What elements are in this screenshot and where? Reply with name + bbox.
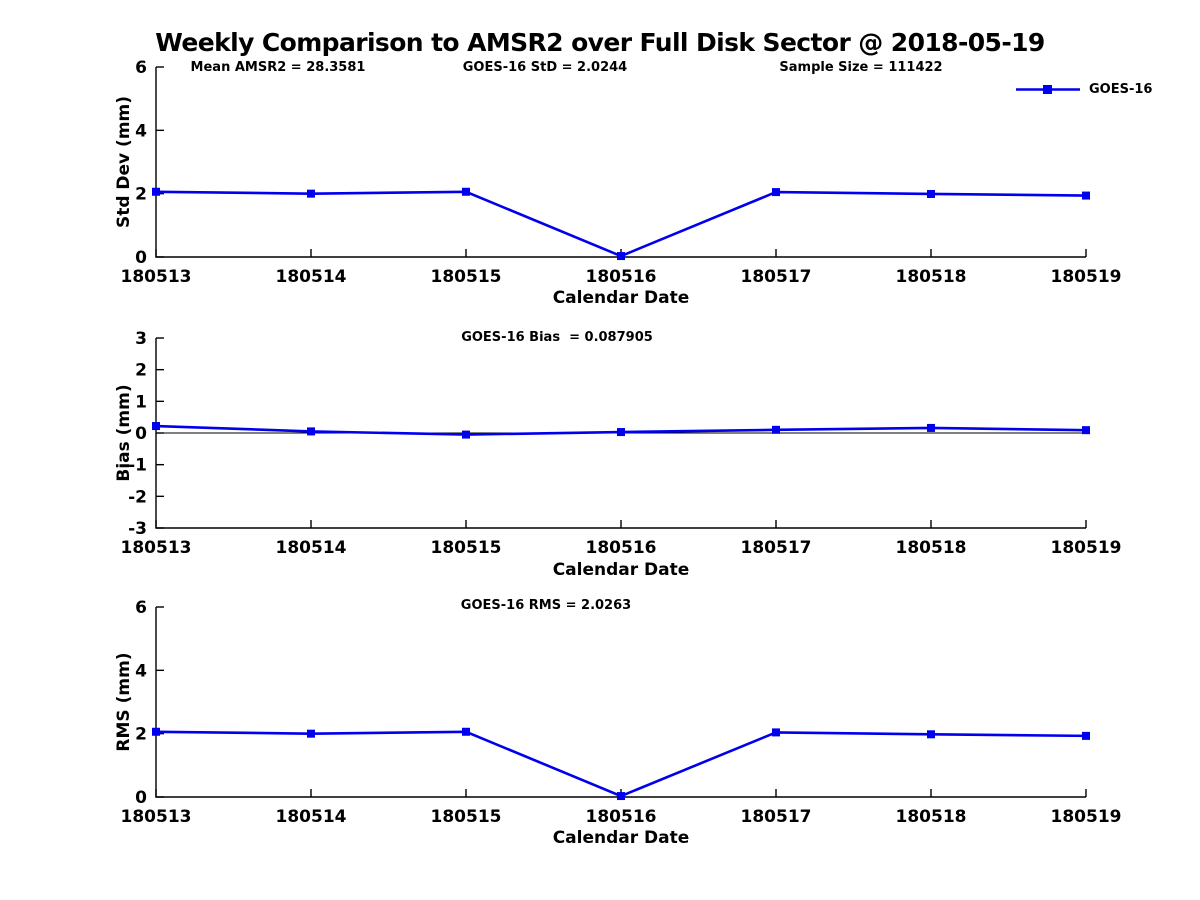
x-tick-label: 180518 — [896, 538, 967, 558]
data-marker — [1082, 191, 1090, 200]
x-tick-label: 180519 — [1051, 267, 1122, 287]
subplot-2: -3 -2 -1 0 1 2 3 180513 180514 180515 180516 180517… — [121, 329, 1122, 558]
y-tick-label: 2 — [135, 361, 147, 381]
data-marker — [927, 189, 935, 198]
x-tick-label: 180517 — [741, 267, 812, 287]
y-tick-label: 4 — [135, 661, 147, 681]
stat-mean-amsr2: Mean AMSR2 = 28.3581 — [190, 60, 366, 75]
y-tick-label: 6 — [135, 58, 147, 78]
subplot2-xlabel: Calendar Date — [552, 560, 690, 580]
data-marker — [927, 730, 935, 739]
data-marker — [462, 187, 470, 196]
y-tick-label: 2 — [135, 725, 147, 745]
series-line — [155, 730, 1087, 798]
y-tick-label: 0 — [135, 788, 147, 808]
data-marker — [307, 729, 315, 738]
x-tick-label: 180514 — [276, 538, 347, 558]
x-tick-label: 180515 — [431, 538, 502, 558]
x-tick-label: 180516 — [586, 807, 657, 827]
stat-sample-size: Sample Size = 111422 — [779, 60, 943, 75]
y-tick-label: 3 — [135, 329, 147, 349]
x-tick-label: 180518 — [896, 807, 967, 827]
data-marker — [152, 187, 160, 196]
subplot-1: 0 2 4 6 180513 180514 180515 180516 180517 180518… — [121, 58, 1122, 287]
x-tick-label: 180513 — [121, 267, 192, 287]
x-tick-label: 180517 — [741, 538, 812, 558]
data-marker — [927, 423, 935, 432]
x-tick-label: 180517 — [741, 807, 812, 827]
data-marker — [462, 727, 470, 736]
y-tick-label: -1 — [128, 456, 147, 476]
y-tick-label: 6 — [135, 598, 147, 618]
figure-title: Weekly Comparison to AMSR2 over Full Dis… — [155, 28, 1045, 57]
stat-goes16-std: GOES-16 StD = 2.0244 — [462, 60, 628, 75]
x-tick-label: 180516 — [586, 538, 657, 558]
data-marker — [307, 427, 315, 436]
x-tick-label: 180515 — [431, 267, 502, 287]
data-marker — [462, 430, 470, 439]
data-marker — [617, 428, 625, 437]
x-tick-label: 180514 — [276, 807, 347, 827]
data-marker — [772, 425, 780, 434]
axis — [155, 67, 1086, 258]
data-marker — [617, 252, 625, 261]
data-marker — [1082, 731, 1090, 740]
x-tick-label: 180519 — [1051, 807, 1122, 827]
y-tick-label: 0 — [135, 424, 147, 444]
subplot2-annotation: GOES-16 Bias = 0.087905 — [461, 330, 653, 345]
x-tick-label: 180518 — [896, 267, 967, 287]
y-tick-label: -3 — [128, 519, 147, 539]
legend-line-icon — [1016, 85, 1080, 94]
x-tick-label: 180515 — [431, 807, 502, 827]
data-marker — [307, 189, 315, 198]
y-tick-label: 1 — [135, 392, 147, 412]
data-marker — [617, 792, 625, 801]
data-marker — [772, 188, 780, 197]
subplot-3: 0 2 4 6 180513 180514 180515 180516 180517 180518… — [121, 598, 1122, 827]
x-tick-label: 180514 — [276, 267, 347, 287]
data-marker — [772, 728, 780, 737]
x-tick-label: 180513 — [121, 807, 192, 827]
data-marker — [152, 727, 160, 736]
axis — [155, 607, 1086, 798]
x-tick-label: 180519 — [1051, 538, 1122, 558]
subplot3-annotation: GOES-16 RMS = 2.0263 — [460, 598, 632, 613]
y-tick-label: 4 — [135, 121, 147, 141]
series-line — [155, 190, 1087, 258]
legend-label: GOES-16 — [1089, 82, 1153, 97]
data-marker — [1082, 426, 1090, 435]
y-tick-label: 2 — [135, 185, 147, 205]
x-tick-label: 180513 — [121, 538, 192, 558]
y-tick-label: -2 — [128, 487, 147, 507]
subplot3-xlabel: Calendar Date — [552, 828, 690, 848]
legend: GOES-16 — [1015, 82, 1152, 97]
x-tick-label: 180516 — [586, 267, 657, 287]
data-marker — [152, 422, 160, 431]
subplot1-xlabel: Calendar Date — [552, 288, 690, 308]
y-tick-label: 0 — [135, 248, 147, 268]
